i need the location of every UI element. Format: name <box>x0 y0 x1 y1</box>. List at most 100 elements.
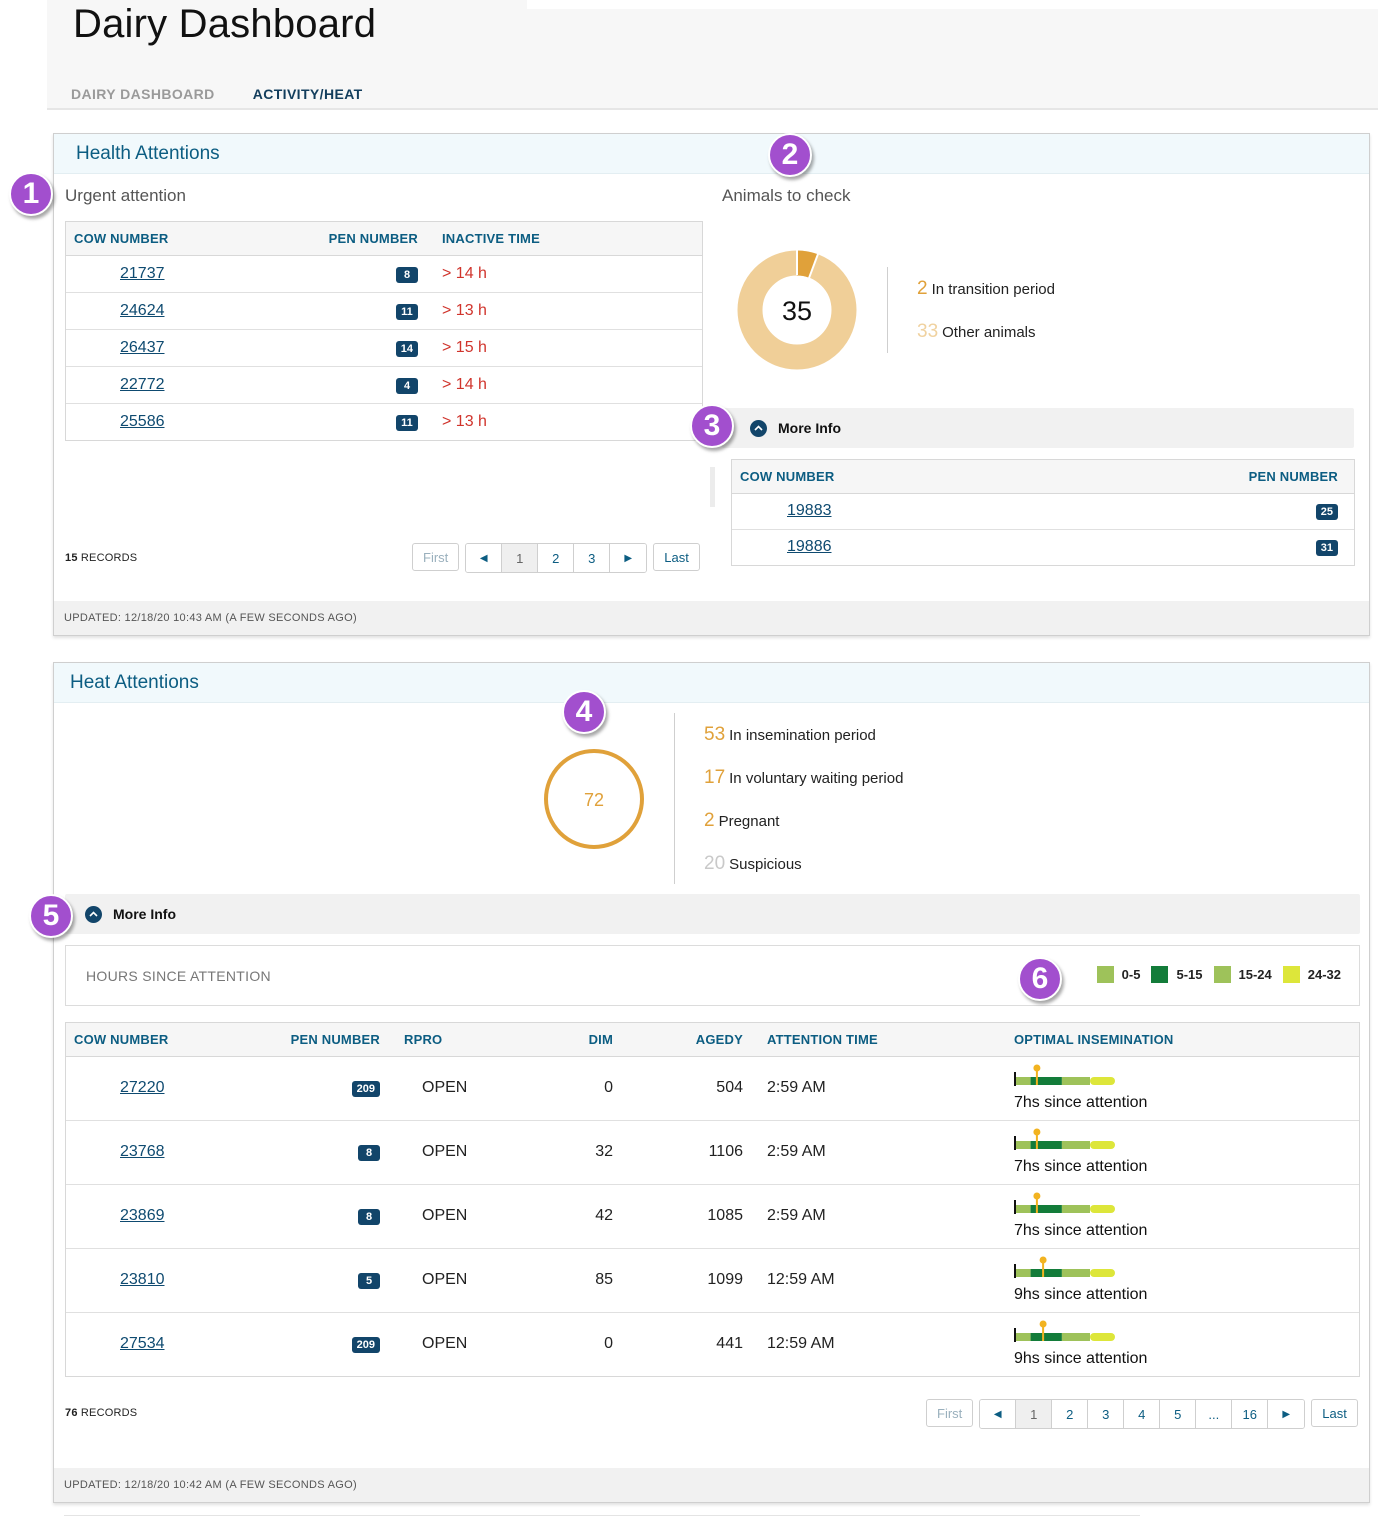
cow-number-link[interactable]: 27220 <box>120 1079 165 1096</box>
dim-cell: 32 <box>518 1120 621 1185</box>
insemination-timeline <box>1014 1320 1115 1343</box>
pager-page-2[interactable]: 2 <box>538 544 575 572</box>
timeline-segment <box>1090 1205 1115 1213</box>
pager-next-button[interactable]: ▶ <box>610 544 647 572</box>
cow-number-link[interactable]: 21737 <box>120 264 165 282</box>
cow-number-link[interactable]: 23768 <box>120 1143 165 1160</box>
cow-number-link[interactable]: 23810 <box>120 1271 165 1288</box>
col-cow-number[interactable]: COW NUMBER <box>66 1023 216 1057</box>
pager-next-button[interactable]: ▶ <box>1268 1400 1305 1428</box>
pager-page[interactable]: 5 <box>1160 1400 1197 1428</box>
col-cow-number[interactable]: COW NUMBER <box>732 460 1039 494</box>
cow-number-link[interactable]: 26437 <box>120 338 165 356</box>
scroll-indicator[interactable] <box>710 467 715 507</box>
col-rpro[interactable]: RPRO <box>388 1023 518 1057</box>
col-cow-number[interactable]: COW NUMBER <box>66 222 296 256</box>
legend-insemination-count: 53 <box>704 724 726 745</box>
cow-cell: 23768 <box>66 1120 216 1185</box>
more-info-toggle-heat[interactable]: More Info <box>65 894 1360 934</box>
rpro-cell: OPEN <box>388 1184 518 1249</box>
heat-records-count: 76 RECORDS <box>65 1407 137 1419</box>
swatch-color <box>1213 966 1231 983</box>
cow-number-link[interactable]: 27534 <box>120 1335 165 1353</box>
pager-page[interactable]: 4 <box>1124 1400 1161 1428</box>
pager-last-button[interactable]: Last <box>653 543 700 571</box>
legend-other: 33 Other animals <box>917 321 1036 343</box>
cow-cell: 23869 <box>66 1184 216 1249</box>
more-info-toggle-health[interactable]: More Info <box>722 408 1354 448</box>
cow-cell: 19883 <box>732 493 1039 530</box>
check-divider <box>887 267 888 353</box>
attention-time-cell: 12:59 AM <box>767 1335 835 1353</box>
col-dim[interactable]: DIM <box>518 1023 621 1057</box>
agedy-cell: 1085 <box>621 1184 751 1249</box>
pen-badge: 4 <box>396 377 418 394</box>
annotation-marker-3: 3 <box>690 404 734 448</box>
dim-cell: 0 <box>604 1335 613 1353</box>
table-row: 24624 11 > 13 h <box>66 292 702 330</box>
timeline-segment <box>1015 1077 1031 1085</box>
agedy-cell: 1106 <box>621 1120 751 1185</box>
pager-pages: ◀ 1 2 3 ▶ <box>465 543 648 573</box>
table-row: 23869 8 OPEN 42 1085 2:59 AM 7hs since attenti… <box>66 1184 1359 1249</box>
legend-transition: 2 In transition period <box>917 278 1055 300</box>
timeline-start-tick <box>1014 1264 1016 1278</box>
hours-since-text: 9hs since attention <box>1014 1350 1148 1368</box>
table-row: 23768 8 OPEN 32 1106 2:59 AM 7hs since attenti… <box>66 1120 1359 1185</box>
pen-cell: 8 <box>296 255 426 293</box>
timeline-segment <box>1061 1205 1090 1213</box>
col-agedy[interactable]: AGEDY <box>621 1023 751 1057</box>
cow-cell: 19886 <box>732 529 1039 565</box>
timeline-start-tick <box>1014 1200 1016 1214</box>
attention-time-cell: 2:59 AM <box>751 1120 1006 1185</box>
pager-page-3[interactable]: 3 <box>574 544 611 572</box>
legend-other-label: Other animals <box>942 324 1036 341</box>
pager-page[interactable]: ... <box>1196 1400 1233 1428</box>
hours-since-label: HOURS SINCE ATTENTION <box>86 968 271 984</box>
legend-waiting-label: In voluntary waiting period <box>729 770 904 787</box>
pen-badge: 209 <box>351 1081 380 1097</box>
pager-page[interactable]: 16 <box>1232 1400 1269 1428</box>
col-pen-number[interactable]: PEN NUMBER <box>216 1023 388 1057</box>
timeline-pin <box>1039 1320 1047 1328</box>
timeline-start-tick <box>1014 1136 1016 1150</box>
pen-cell: 25 <box>1038 493 1354 530</box>
hours-since-text: 7hs since attention <box>1014 1094 1148 1111</box>
optimal-insemination-cell: 9hs since attention <box>1006 1248 1359 1313</box>
cow-cell: 26437 <box>66 329 296 367</box>
timeline-pin <box>1033 1064 1041 1072</box>
timeline-segment <box>1061 1333 1090 1342</box>
cow-number-link[interactable]: 22772 <box>120 375 165 393</box>
tab-activity-heat[interactable]: ACTIVITY/HEAT <box>252 86 363 102</box>
pager-prev-button[interactable]: ◀ <box>466 544 503 572</box>
cow-number-link[interactable]: 23869 <box>120 1207 165 1224</box>
tab-dairy-dashboard[interactable]: DAIRY DASHBOARD <box>71 86 215 102</box>
pager-first-button[interactable]: First <box>412 543 460 571</box>
table-row: 19883 25 <box>732 493 1354 530</box>
cow-number-link[interactable]: 19886 <box>787 538 832 556</box>
timeline-segment <box>1030 1333 1062 1342</box>
urgent-pagination: First ◀ 1 2 3 ▶ Last <box>412 543 700 573</box>
col-pen-number[interactable]: PEN NUMBER <box>296 222 426 256</box>
pager-last-button[interactable]: Last <box>1311 1399 1358 1427</box>
cow-number-link[interactable]: 25586 <box>120 412 165 430</box>
pager-page[interactable]: 1 <box>1016 1400 1053 1428</box>
col-attention-time[interactable]: ATTENTION TIME <box>751 1023 1006 1057</box>
donut-divider-end <box>808 253 820 279</box>
col-inactive-time[interactable]: INACTIVE TIME <box>426 222 702 256</box>
inactive-time-cell: > 15 h <box>426 329 702 367</box>
health-updated-footer: UPDATED: 12/18/20 10:43 AM (A FEW SECOND… <box>54 601 1369 635</box>
cow-number-link[interactable]: 24624 <box>120 301 165 319</box>
insemination-timeline <box>1014 1192 1115 1214</box>
pager-first-button[interactable]: First <box>926 1399 974 1427</box>
pager-page-1[interactable]: 1 <box>502 544 539 572</box>
col-pen-number[interactable]: PEN NUMBER <box>1038 460 1354 494</box>
pager-page[interactable]: 3 <box>1088 1400 1125 1428</box>
swatch-label: 5-15 <box>1176 967 1203 982</box>
timeline-segment <box>1015 1141 1031 1149</box>
col-optimal-insemination[interactable]: OPTIMAL INSEMINATION <box>1006 1023 1359 1057</box>
cow-number-link[interactable]: 19883 <box>787 502 832 519</box>
animals-check-donut: 35 <box>737 250 857 370</box>
pager-prev-button[interactable]: ◀ <box>980 1400 1017 1428</box>
pager-page[interactable]: 2 <box>1052 1400 1089 1428</box>
